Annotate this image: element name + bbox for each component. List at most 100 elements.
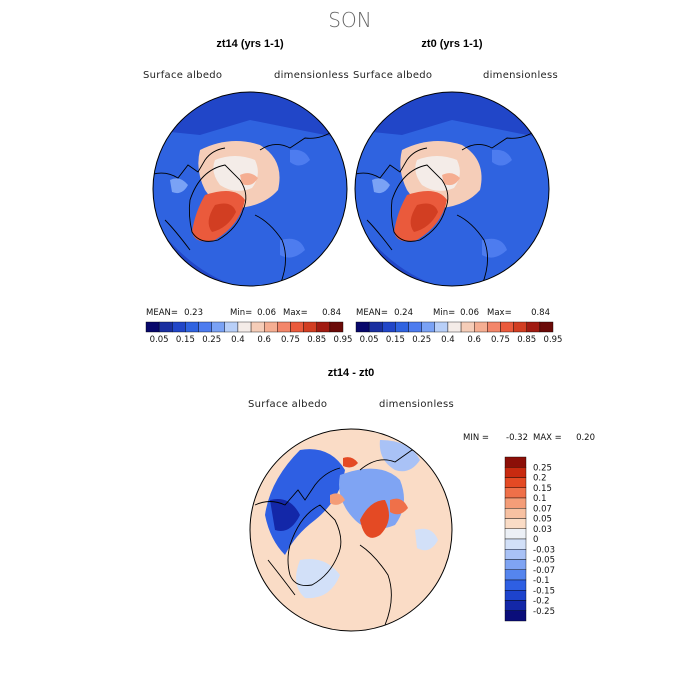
colorbar-cell-diff	[504, 569, 527, 581]
colorbar-cell-zt0	[382, 321, 396, 333]
map-field-patch-1-zt0	[372, 178, 390, 194]
panel-title-diff: zt14 - zt0	[328, 367, 374, 379]
colorbar-tick-label-diff: -0.25	[533, 607, 555, 617]
panel-title-zt0: zt0 (yrs 1-1)	[421, 38, 482, 50]
colorbar-cell-diff	[504, 487, 527, 499]
map-field-patch-2-zt14	[290, 149, 310, 166]
colorbar-cell-diff	[504, 549, 527, 560]
stat-min-label-diff: MIN =	[463, 433, 489, 443]
colorbar-cell-zt14	[158, 321, 173, 333]
colorbar-tick-label-diff: 0.05	[533, 515, 552, 525]
coastline-europe-zt14	[254, 214, 286, 286]
colorbar-cell-zt14	[224, 321, 239, 333]
colorbar-zt14: 0.05 0.15 0.25 0.4 0.6 0.75 0.85 0.95	[145, 321, 353, 345]
colorbar-tick-label-diff: -0.03	[533, 545, 555, 555]
colorbar-tick-label-diff: 0	[533, 535, 538, 545]
colorbar-tick-label-zt14: 0.6	[257, 335, 271, 345]
colorbar-tick-label-zt14: 0.95	[334, 335, 353, 345]
coastline-siberia-zt14	[259, 129, 336, 151]
colorbar-tick-label-zt0: 0.6	[467, 335, 481, 345]
colorbar-tick-label-diff: 0.2	[533, 474, 547, 484]
colorbar-tick-label-zt0: 0.75	[491, 335, 510, 345]
map-field-patch-4-zt0	[442, 173, 460, 186]
colorbar-cell-zt0	[460, 321, 475, 333]
map-field-neg-south-diff	[296, 559, 340, 599]
coastline-labrador-zt0	[366, 219, 393, 251]
colorbar-cell-zt0	[474, 321, 488, 333]
colorbar-tick-label-zt14: 0.4	[231, 335, 245, 345]
stat-mean-value-zt14: 0.23	[184, 308, 203, 318]
colorbar-cell-zt14	[237, 321, 252, 333]
colorbar-cell-zt0	[421, 321, 435, 333]
colorbar-tick-label-diff: -0.07	[533, 566, 555, 576]
units-label-zt14: dimensionless	[274, 70, 349, 81]
colorbar-cell-diff	[504, 518, 527, 529]
colorbar-tick-label-diff: 0.07	[533, 504, 552, 514]
coastline-canada-zt0	[355, 147, 428, 179]
colorbar-tick-label-zt0: 0.25	[412, 335, 431, 345]
coastline-greenland-diff	[287, 504, 342, 586]
colorbar-tick-label-zt0: 0.85	[517, 335, 536, 345]
colorbar-tick-label-diff: -0.15	[533, 586, 555, 596]
colorbar-cell-zt14	[185, 321, 199, 333]
colorbar-tick-label-zt0: 0.4	[441, 335, 455, 345]
stat-mean-value-zt0: 0.24	[394, 308, 413, 318]
colorbar-cell-zt0	[434, 321, 449, 333]
coastline-canada-diff	[254, 467, 341, 506]
colorbar-cell-zt14	[198, 321, 212, 333]
colorbar-cell-zt14	[211, 321, 226, 333]
stat-mean-label-zt14: MEAN=	[146, 308, 178, 318]
map-field-neg-east-diff	[415, 528, 438, 551]
colorbar-tick-label-zt14: 0.05	[150, 335, 169, 345]
stat-max-value-zt0: 0.84	[531, 308, 550, 318]
colorbar-tick-label-zt0: 0.15	[386, 335, 405, 345]
colorbar-cell-zt14	[329, 321, 344, 333]
colorbar-tick-label-diff: -0.05	[533, 556, 555, 566]
colorbar-cell-zt0	[368, 321, 383, 333]
variable-label-zt14: Surface albedo	[143, 70, 222, 81]
map-field-neg-strong-diff	[270, 499, 300, 531]
stat-max-value-diff: 0.20	[576, 433, 595, 443]
colorbar-cell-zt14	[316, 321, 331, 333]
colorbar-zt0: 0.05 0.15 0.25 0.4 0.6 0.75 0.85 0.95	[355, 321, 562, 345]
stat-min-label-zt0: Min=	[433, 308, 455, 318]
colorbar-cell-zt0	[355, 321, 370, 333]
colorbar-tick-label-zt0: 0.05	[360, 335, 379, 345]
coastline-greenland-zt0	[390, 164, 449, 242]
stat-min-value-zt14: 0.06	[257, 308, 276, 318]
variable-label-zt0: Surface albedo	[353, 70, 432, 81]
map-field-greenland-core-zt14	[208, 203, 236, 232]
map-field-pos-east-diff	[390, 498, 408, 515]
colorbar-tick-label-diff: 0.1	[533, 494, 547, 504]
colorbar-tick-label-diff: -0.2	[533, 597, 550, 607]
polar-map-zt0	[354, 91, 550, 287]
map-border-zt0	[354, 91, 550, 287]
polar-map-diff	[249, 428, 453, 632]
stat-max-label-zt14: Max=	[283, 308, 308, 318]
colorbar-cell-zt0	[539, 321, 554, 333]
colorbar-cell-diff	[504, 579, 527, 591]
stat-max-label-zt0: Max=	[487, 308, 512, 318]
colorbar-tick-label-diff: -0.1	[533, 576, 550, 586]
colorbar-cell-zt0	[487, 321, 501, 333]
colorbar-tick-label-diff: 0.25	[533, 463, 552, 473]
colorbar-cell-diff	[504, 528, 527, 540]
colorbar-cell-diff	[504, 559, 527, 570]
colorbar-cell-zt0	[395, 321, 409, 333]
stat-max-value-zt14: 0.84	[322, 308, 341, 318]
stats-row-zt14: MEAN= 0.23 Min= 0.06 Max= 0.84	[146, 308, 341, 318]
map-field-greenland-core-zt0	[410, 203, 438, 232]
coastline-greenland-zt14	[188, 164, 247, 242]
stat-mean-label-zt0: MEAN=	[356, 308, 388, 318]
polar-map-zt14	[152, 91, 348, 287]
coastline-europe-zt0	[456, 214, 488, 286]
map-field-patch-4-zt14	[240, 173, 258, 186]
colorbar-cell-diff	[504, 600, 527, 611]
colorbar-cell-zt14	[250, 321, 265, 333]
map-border-zt14	[152, 91, 348, 287]
colorbar-cell-diff	[504, 538, 527, 550]
coastline-labrador-diff	[267, 559, 296, 596]
map-field-pos-north-diff	[343, 457, 358, 468]
colorbar-cell-diff	[504, 477, 527, 488]
